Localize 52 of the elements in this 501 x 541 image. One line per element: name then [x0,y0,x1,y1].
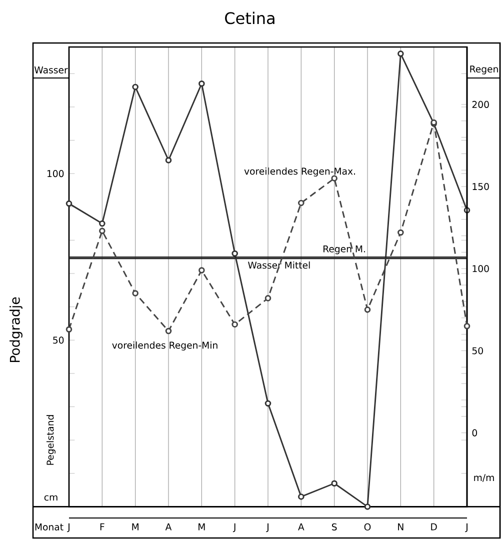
point [264,400,272,407]
point [398,229,404,236]
point [232,321,238,328]
x-tick-label: A [298,523,304,530]
point [264,295,272,302]
point [99,220,106,227]
text: Podgradje [10,297,22,362]
y2-tick-label: 200 [472,100,489,108]
text: m/m [474,474,494,482]
y2-tick-label: 0 [472,429,478,436]
annotation: voreilendes Regen-Max. [244,167,355,177]
x-tick-label: D [431,523,437,530]
x-tick-label: O [364,523,371,530]
x-tick-label: A [165,523,172,530]
point [132,290,138,296]
x-tick-label: M [198,523,205,530]
point [464,322,470,330]
point [331,480,338,487]
ref-line-label: Regen M. [324,245,365,254]
point [198,267,205,274]
x-tick-label: J [266,523,268,532]
text: Wasser [34,66,68,74]
text: cm [44,495,58,501]
x-tick-label: J [67,523,70,532]
chart-title: Cetina [225,12,274,24]
point [66,200,72,207]
annotation: voreilendes Regen-Min [112,341,218,351]
x-tick-label: F [100,523,104,530]
text: Monat [35,524,64,530]
x-tick-label: S [332,523,337,530]
point [99,228,106,234]
point [165,157,172,164]
y2-axis-title: Regen [470,66,498,74]
point [298,494,304,500]
point [364,504,371,510]
point [232,250,238,257]
point [132,84,138,90]
x-tick-label: M [132,523,138,530]
x-tick-label: N [398,523,404,530]
point [66,326,72,333]
point [298,200,304,206]
y2-tick-label: 150 [472,183,489,190]
point [198,80,205,87]
text: Pegelstand [46,415,56,465]
point [364,306,371,313]
ref-line-label: Wasser Mittel [248,261,310,269]
x-tick-label: J [232,523,236,532]
x-tick-label: J [465,523,468,532]
y2-tick-label: 50 [472,347,483,354]
point [398,50,404,57]
point [165,328,172,334]
y2-tick-label: 100 [472,265,489,272]
